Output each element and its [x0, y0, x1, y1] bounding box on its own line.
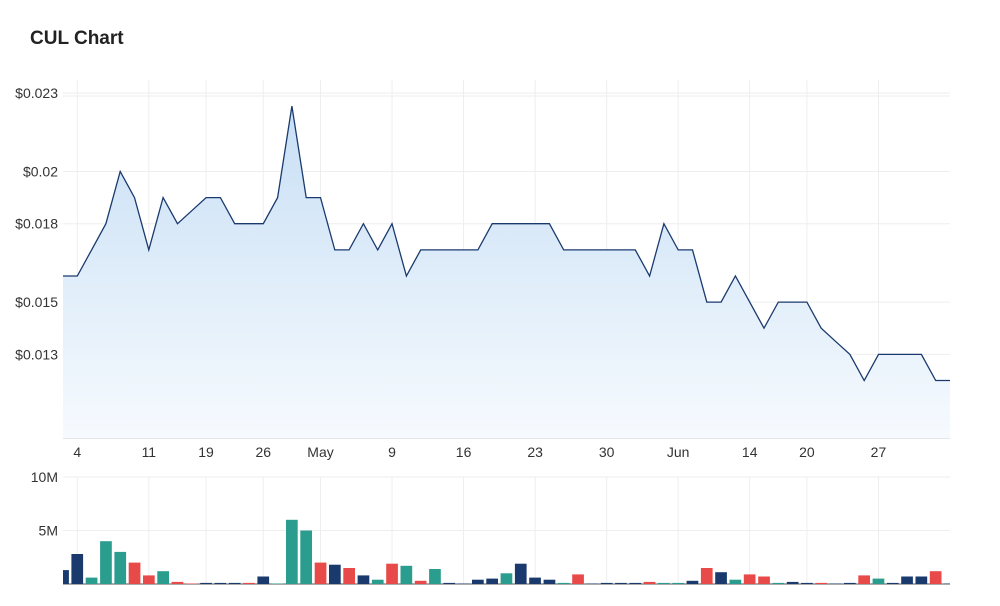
volume-bar — [157, 571, 169, 584]
volume-bar — [915, 576, 928, 584]
volume-bar — [171, 581, 184, 584]
volume-bar — [758, 576, 770, 584]
price-area-fill — [63, 106, 950, 438]
volume-bar — [500, 573, 513, 584]
date-tick-label: 20 — [799, 444, 815, 460]
price-area — [63, 106, 950, 438]
volume-bar — [286, 519, 298, 584]
volume-bar — [672, 582, 684, 584]
volume-bar — [243, 582, 255, 584]
date-tick-label: 14 — [742, 444, 758, 460]
volume-bar — [643, 581, 656, 584]
volume-bar — [63, 570, 69, 584]
volume-bar — [729, 579, 742, 584]
price-tick-label: $0.02 — [23, 163, 58, 179]
date-tick-label: 19 — [198, 444, 214, 460]
volume-bar — [629, 582, 642, 584]
price-series-line — [63, 105, 950, 382]
volume-bar — [557, 582, 570, 584]
volume-bar — [615, 582, 627, 584]
volume-bar — [743, 574, 756, 584]
volume-bar — [185, 583, 198, 584]
volume-bar — [658, 582, 670, 584]
volume-bar — [801, 582, 813, 584]
volume-bar — [257, 576, 270, 584]
date-tick-label: May — [307, 444, 333, 460]
volume-bar — [944, 583, 950, 584]
chart-title: CUL Chart — [30, 28, 124, 49]
volume-bar — [872, 578, 885, 584]
volume-tick-label: 10M — [31, 469, 58, 485]
volume-bar — [829, 583, 842, 584]
date-tick-label: 30 — [599, 444, 615, 460]
volume-bar — [786, 581, 799, 584]
date-tick-label: Jun — [667, 444, 690, 460]
volume-bar — [486, 578, 498, 584]
volume-bar — [429, 569, 441, 584]
volume-bar — [214, 582, 227, 584]
volume-bar — [886, 582, 899, 584]
volume-bar — [529, 577, 541, 584]
volume-axis: 10M 5M — [31, 469, 58, 539]
volume-bar — [300, 530, 312, 584]
volume-bar — [901, 576, 913, 584]
price-axis: $0.023 $0.02 $0.018 $0.015 $0.013 — [15, 85, 58, 362]
date-tick-label: 27 — [871, 444, 887, 460]
price-tick-label: $0.018 — [15, 216, 58, 232]
volume-bar — [600, 582, 613, 584]
volume-bar — [386, 563, 398, 584]
date-tick-label: 9 — [388, 444, 396, 460]
date-tick-label: 16 — [456, 444, 472, 460]
volume-bar — [85, 577, 98, 584]
volume-bar — [443, 582, 456, 584]
volume-bar — [414, 580, 427, 584]
volume-bar — [686, 580, 699, 584]
volume-bar — [128, 562, 141, 584]
volume-bar — [343, 568, 355, 584]
volume-bar — [329, 564, 341, 584]
volume-bar — [271, 583, 284, 584]
volume-bar — [457, 583, 470, 584]
volume-bar — [844, 582, 856, 584]
date-tick-label: 4 — [73, 444, 81, 460]
volume-bar — [815, 582, 828, 584]
volume-bar — [357, 575, 370, 584]
volume-bar — [514, 563, 527, 584]
price-tick-label: $0.013 — [15, 346, 58, 362]
volume-bar — [586, 583, 599, 584]
volume-bar — [143, 575, 155, 584]
volume-bar — [929, 571, 942, 584]
volume-bar — [400, 565, 413, 584]
volume-bar — [371, 579, 384, 584]
date-tick-label: 23 — [527, 444, 543, 460]
volume-bar — [314, 562, 327, 584]
volume-bar — [700, 568, 713, 584]
price-tick-label: $0.015 — [15, 294, 58, 310]
volume-bar — [772, 582, 785, 584]
volume-bar — [71, 554, 84, 584]
volume-bar — [715, 572, 727, 584]
volume-bars — [63, 519, 950, 584]
date-tick-label: 11 — [142, 444, 157, 460]
volume-bar — [858, 575, 870, 584]
date-tick-label: 26 — [256, 444, 272, 460]
volume-bar — [114, 551, 127, 584]
volume-bar — [200, 582, 212, 584]
price-line — [63, 105, 950, 382]
volume-bar — [543, 579, 556, 584]
volume-tick-label: 5M — [39, 523, 58, 539]
volume-bar — [100, 541, 112, 584]
price-tick-label: $0.023 — [15, 85, 58, 101]
date-axis: 4 11 19 26 May 9 16 23 30 Jun 14 20 27 — [73, 444, 886, 460]
volume-bar — [228, 582, 241, 584]
volume-bar — [572, 574, 584, 584]
volume-bar — [472, 579, 484, 584]
